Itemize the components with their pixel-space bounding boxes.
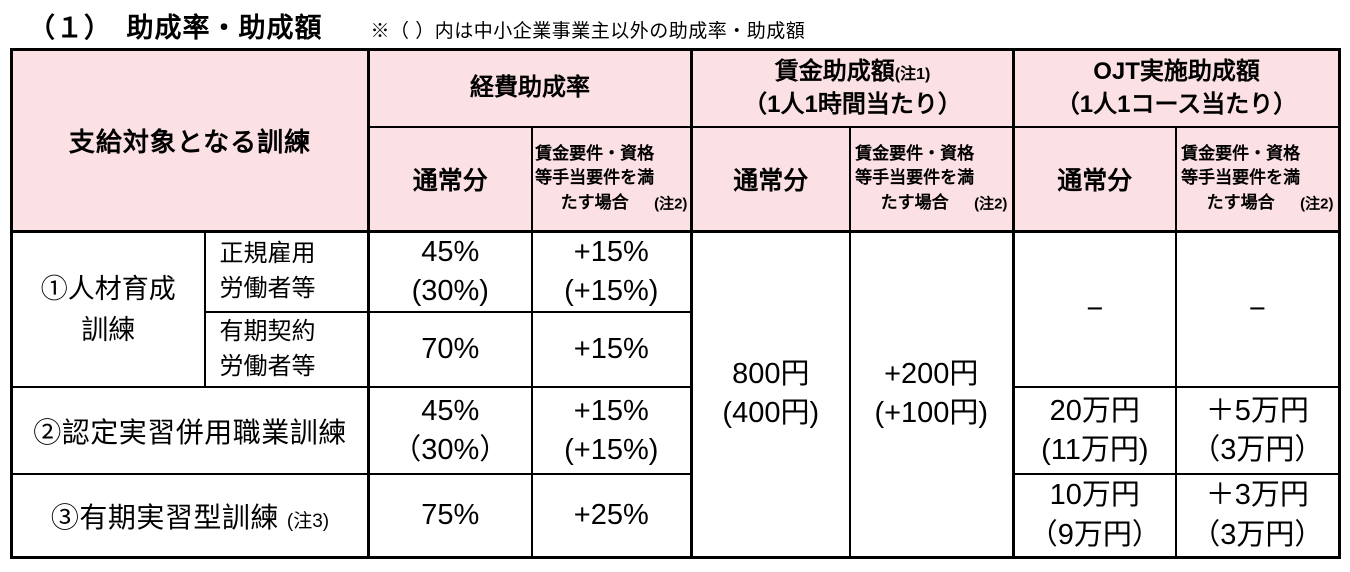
header-wage-requirement: 賃金要件・資格 等手当要件を満 たす場合 (注2) xyxy=(848,125,1015,233)
cell-nintei-expense-normal: 45% （30%） xyxy=(367,386,533,476)
header-ojt-subsidy-label: OJT実施助成額 xyxy=(1093,57,1260,85)
jinzai-fixed-expense-normal-value: 70% xyxy=(421,333,480,366)
header-training-target-label: 支給対象となる訓練 xyxy=(68,127,312,157)
subsidy-table: 支給対象となる訓練 経費助成率 賃金助成額(注1) （1人1時間当たり） OJT… xyxy=(10,48,1342,559)
jinzai-fixed-expense-req-value: +15% xyxy=(573,333,649,366)
header-wage-requirement-note-ref: (注2) xyxy=(974,195,1008,213)
cell-yuki-label: ③有期実習型訓練 (注3) xyxy=(10,473,370,559)
yuki-ojt-req-value: ＋3万円 （3万円） xyxy=(1191,479,1324,551)
header-wage-subsidy-label: 賃金助成額 xyxy=(774,57,895,85)
jinzai-ojt-normal-value: − xyxy=(1086,293,1104,326)
header-ojt-requirement: 賃金要件・資格 等手当要件を満 たす場合 (注2) xyxy=(1174,125,1341,233)
header-wage-normal-label: 通常分 xyxy=(733,166,809,195)
cell-yuki-expense-req: +25% xyxy=(530,473,693,559)
cell-wage-normal-all: 800円 (400円) xyxy=(690,230,851,559)
page-note: ※（ ）内は中小企業事業主以外の助成率・助成額 xyxy=(370,21,806,42)
page-title: （１） 助成率・助成額 xyxy=(28,13,323,43)
cell-jinzai-fixed-expense-req: +15% xyxy=(530,311,693,389)
header-expense-requirement-note-ref: (注2) xyxy=(654,195,688,213)
jinzai-ojt-req-value: − xyxy=(1248,293,1266,326)
header-wage-normal: 通常分 xyxy=(690,125,851,233)
cell-jinzai-regular-expense-normal: 45% (30%) xyxy=(367,230,533,314)
header-ojt-requirement-note-ref: (注2) xyxy=(1300,195,1334,213)
header-expense-requirement-label: 賃金要件・資格 等手当要件を満 たす場合 xyxy=(535,143,655,213)
cell-nintei-expense-req: +15% (+15%) xyxy=(530,386,693,476)
nintei-ojt-normal-value: 20万円 (11万円) xyxy=(1041,394,1149,466)
header-expense-normal-label: 通常分 xyxy=(412,166,488,195)
title-row: （１） 助成率・助成額 ※（ ）内は中小企業事業主以外の助成率・助成額 xyxy=(28,6,1340,45)
cell-jinzai-fixed-worker: 有期契約 労働者等 xyxy=(203,311,370,389)
cell-jinzai-regular-worker: 正規雇用 労働者等 xyxy=(203,230,370,314)
header-row-subcolumns: 通常分 賃金要件・資格 等手当要件を満 たす場合 (注2) 通常分 賃金要件・資格… xyxy=(12,125,1341,233)
header-ojt-requirement-label: 賃金要件・資格 等手当要件を満 たす場合 xyxy=(1181,143,1301,213)
yuki-expense-req-value: +25% xyxy=(573,498,649,531)
cell-yuki-expense-normal: 75% xyxy=(367,473,533,559)
jinzai-regular-expense-normal-value: 45% (30%) xyxy=(411,236,489,308)
header-row-groups: 支給対象となる訓練 経費助成率 賃金助成額(注1) （1人1時間当たり） OJT… xyxy=(10,48,1341,233)
wage-normal-value: 800円 (400円) xyxy=(722,358,820,430)
nintei-label: ②認定実習併用職業訓練 xyxy=(33,416,347,448)
wage-req-value: +200円 (+100円) xyxy=(874,358,989,430)
yuki-label: ③有期実習型訓練 xyxy=(50,501,279,533)
cell-nintei-ojt-req: ＋5万円 （3万円） xyxy=(1174,386,1341,476)
header-training-target: 支給対象となる訓練 xyxy=(10,48,370,233)
nintei-expense-normal-value: 45% （30%） xyxy=(392,394,509,466)
header-wage-requirement-label: 賃金要件・資格 等手当要件を満 たす場合 xyxy=(855,143,975,213)
jinzai-regular-worker-label: 正規雇用 労働者等 xyxy=(219,240,316,303)
header-expense-normal: 通常分 xyxy=(367,125,533,233)
row-jinzai-fixed-term: 有期契約 労働者等 70% +15% xyxy=(12,311,1340,389)
row-nintei: ②認定実習併用職業訓練 45% （30%） +15% (+15%) 20万円 (… xyxy=(10,386,1341,476)
cell-wage-req-all: +200円 (+100円) xyxy=(848,230,1015,559)
header-wage-subsidy-unit: （1人1時間当たり） xyxy=(743,91,962,119)
cell-jinzai-ojt-normal: − xyxy=(1012,230,1177,389)
header-ojt-normal-label: 通常分 xyxy=(1057,166,1133,195)
header-group-expense-rate: 経費助成率 xyxy=(367,48,693,128)
cell-nintei-ojt-normal: 20万円 (11万円) xyxy=(1012,386,1177,476)
jinzai-fixed-worker-label: 有期契約 労働者等 xyxy=(219,317,316,380)
cell-jinzai-fixed-expense-normal: 70% xyxy=(367,311,533,389)
cell-yuki-ojt-req: ＋3万円 （3万円） xyxy=(1174,473,1341,559)
nintei-ojt-req-value: ＋5万円 （3万円） xyxy=(1191,394,1324,466)
header-wage-subsidy-note-ref: (注1) xyxy=(894,65,931,83)
header-ojt-normal: 通常分 xyxy=(1012,125,1177,233)
cell-jinzai-label: ①人材育成 訓練 xyxy=(10,230,206,389)
yuki-ojt-normal-value: 10万円 （9万円） xyxy=(1028,479,1161,551)
row-yuki: ③有期実習型訓練 (注3) 75% +25% 10万円 （9万円） ＋3万円 （3… xyxy=(10,473,1341,559)
cell-jinzai-ojt-req: − xyxy=(1174,230,1341,389)
nintei-expense-req-value: +15% (+15%) xyxy=(564,394,659,466)
header-wage-subsidy-title: 賃金助成額(注1) xyxy=(695,55,1010,89)
cell-jinzai-regular-expense-req: +15% (+15%) xyxy=(530,230,693,314)
cell-nintei-label: ②認定実習併用職業訓練 xyxy=(10,386,370,476)
cell-yuki-ojt-normal: 10万円 （9万円） xyxy=(1012,473,1177,559)
header-expense-rate-label: 経費助成率 xyxy=(470,74,591,102)
header-expense-requirement: 賃金要件・資格 等手当要件を満 たす場合 (注2) xyxy=(530,125,693,233)
row-jinzai-regular: ①人材育成 訓練 正規雇用 労働者等 45% (30%) +15% (+15%)… xyxy=(10,230,1341,559)
yuki-label-note-ref: (注3) xyxy=(286,510,330,532)
yuki-expense-normal-value: 75% xyxy=(421,498,480,531)
header-group-ojt-subsidy: OJT実施助成額 （1人1コース当たり） xyxy=(1012,48,1341,128)
jinzai-regular-expense-req-value: +15% (+15%) xyxy=(564,236,659,308)
jinzai-label: ①人材育成 訓練 xyxy=(40,274,176,345)
header-ojt-subsidy-unit: （1人1コース当たり） xyxy=(1055,91,1298,119)
header-group-wage-subsidy: 賃金助成額(注1) （1人1時間当たり） xyxy=(690,48,1015,128)
